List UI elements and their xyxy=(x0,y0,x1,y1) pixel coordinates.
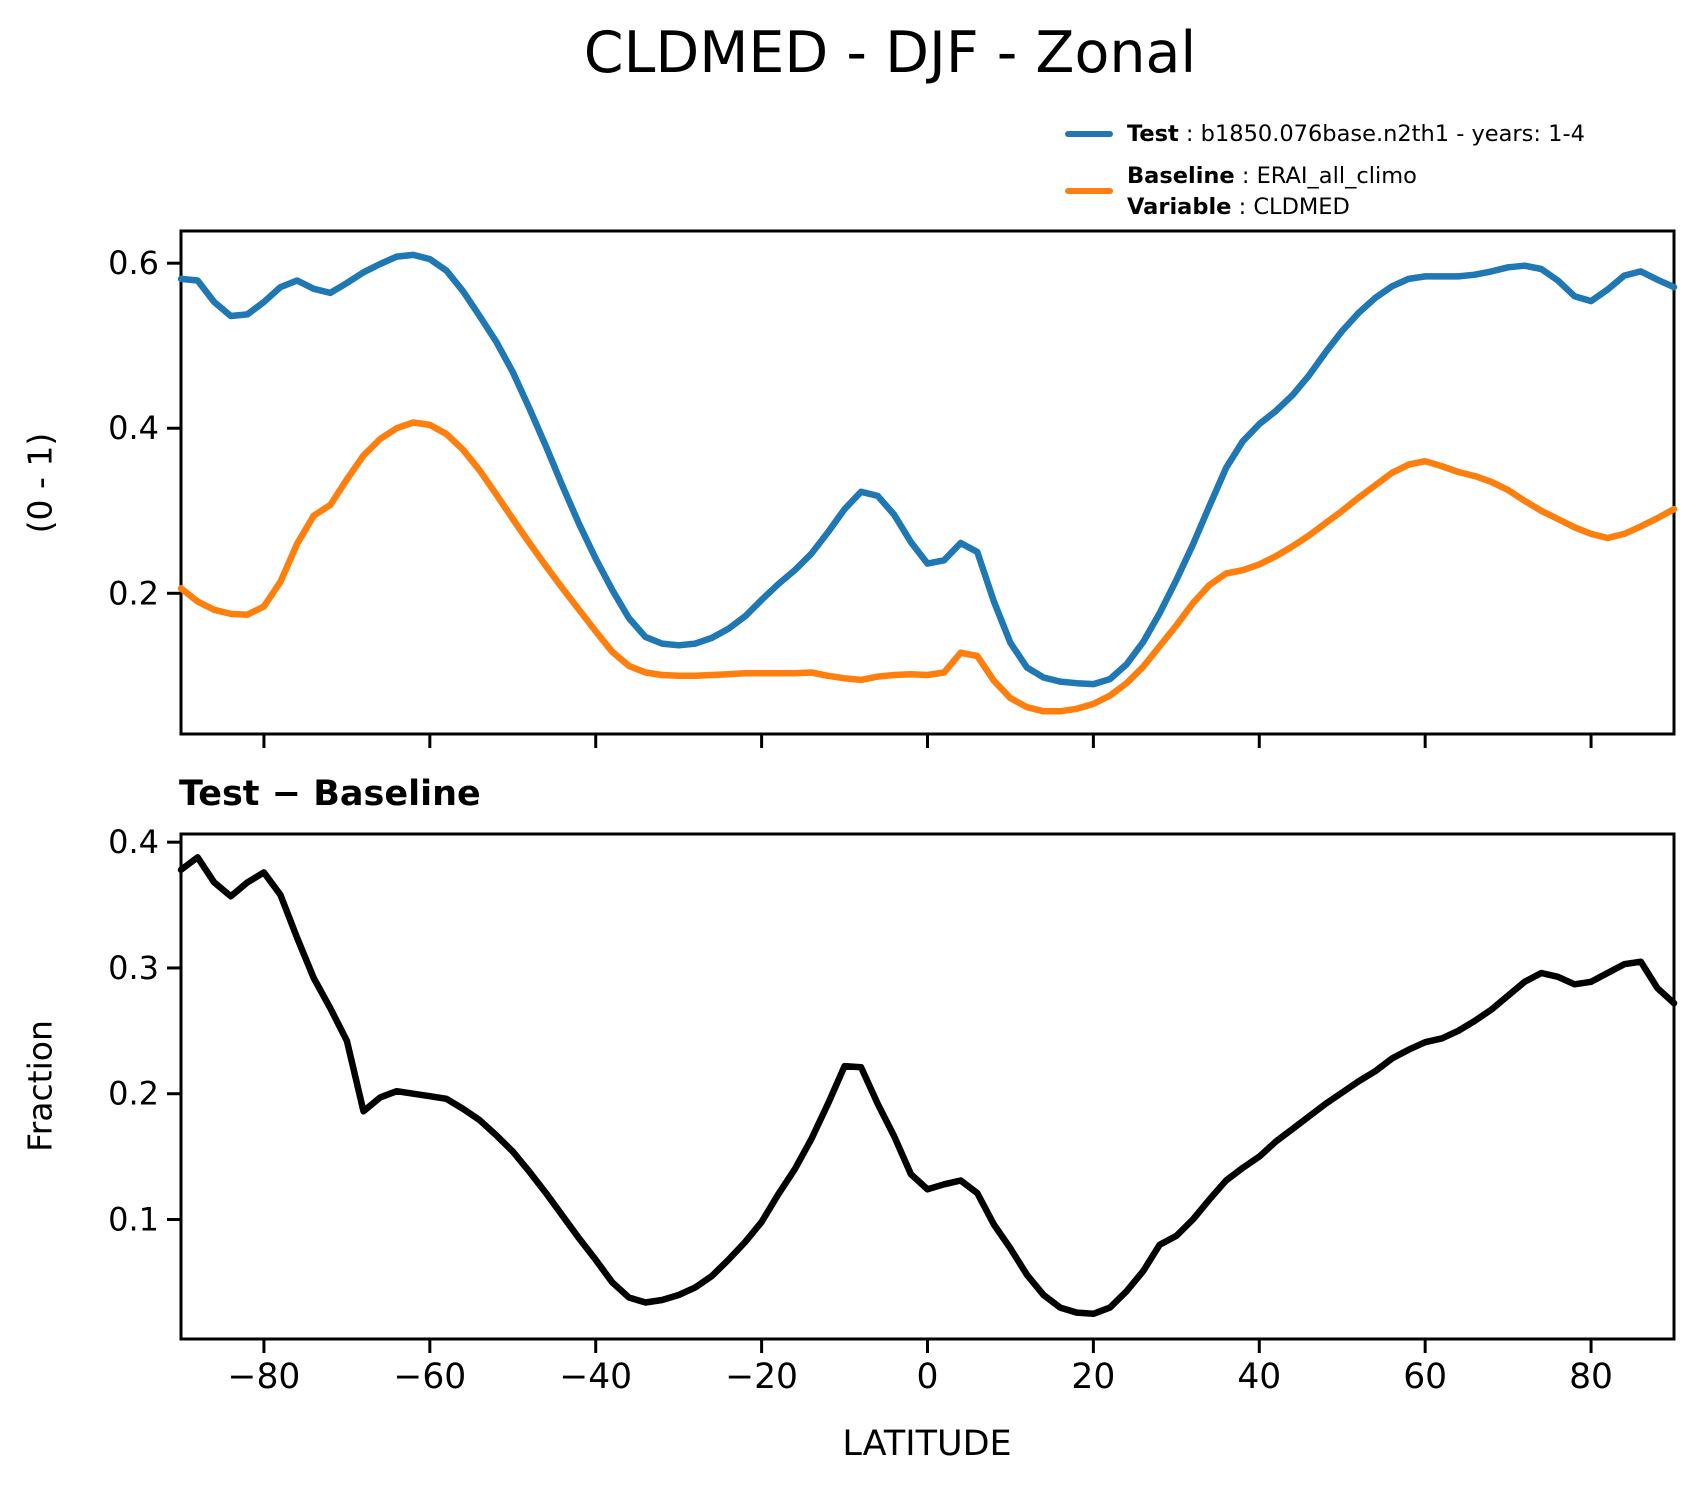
x-tick-label: 60 xyxy=(1403,1357,1447,1397)
top-panel-ylabel: (0 - 1) xyxy=(20,432,60,534)
x-tick-label: −80 xyxy=(228,1357,301,1397)
x-tick-label: 40 xyxy=(1237,1357,1281,1397)
baseline-line xyxy=(177,419,1678,715)
y-tick-label: 0.4 xyxy=(108,409,159,447)
axes-frame xyxy=(179,229,1676,736)
legend-variable-value: : CLDMED xyxy=(1231,194,1350,220)
legend-baseline-label: Baseline xyxy=(1127,163,1235,189)
legend-variable-label: Variable xyxy=(1127,194,1232,220)
legend-variable-entry: Variable : CLDMED xyxy=(1127,193,1350,221)
x-axis-label: LATITUDE xyxy=(842,1424,1012,1464)
chart-title: CLDMED - DJF - Zonal xyxy=(583,20,1197,86)
legend-test-entry: Test : b1850.076base.n2th1 - years: 1-4 xyxy=(1127,120,1585,148)
x-tick-label: 80 xyxy=(1569,1357,1613,1397)
y-tick-label: 0.2 xyxy=(108,1075,159,1113)
test-line xyxy=(177,251,1678,688)
legend-baseline-value: : ERAI_all_climo xyxy=(1234,163,1417,189)
x-tick-label: 20 xyxy=(1071,1357,1115,1397)
y-tick-label: 0.4 xyxy=(108,823,159,861)
y-tick-label: 0.1 xyxy=(108,1201,159,1239)
y-tick-label: 0.6 xyxy=(108,244,159,282)
top-panel: 0.2 0.4 0.6 xyxy=(108,229,1678,748)
y-tick-label: 0.2 xyxy=(108,574,159,612)
legend-test-value: : b1850.076base.n2th1 - years: 1-4 xyxy=(1178,121,1585,147)
x-tick-label: 0 xyxy=(917,1357,939,1397)
legend-test-label: Test xyxy=(1127,121,1179,147)
y-tick-label: 0.3 xyxy=(108,949,159,987)
x-tick-label: −40 xyxy=(559,1357,632,1397)
bottom-panel-ylabel: Fraction xyxy=(20,1020,60,1152)
legend-baseline-entry: Baseline : ERAI_all_climo xyxy=(1127,162,1417,190)
test-baseline-line xyxy=(177,854,1678,1318)
bottom-panel-title: Test − Baseline xyxy=(179,774,481,814)
x-tick-label: −20 xyxy=(725,1357,798,1397)
legend-baseline-swatch xyxy=(1065,188,1113,194)
legend-test-swatch xyxy=(1065,131,1113,137)
x-tick-label: −60 xyxy=(393,1357,466,1397)
bottom-panel: −80 −60 −40 −20 0 20 40 60 80 0.1 0.2 0.3 0.4 xyxy=(108,823,1678,1397)
axes-frame xyxy=(179,832,1676,1341)
